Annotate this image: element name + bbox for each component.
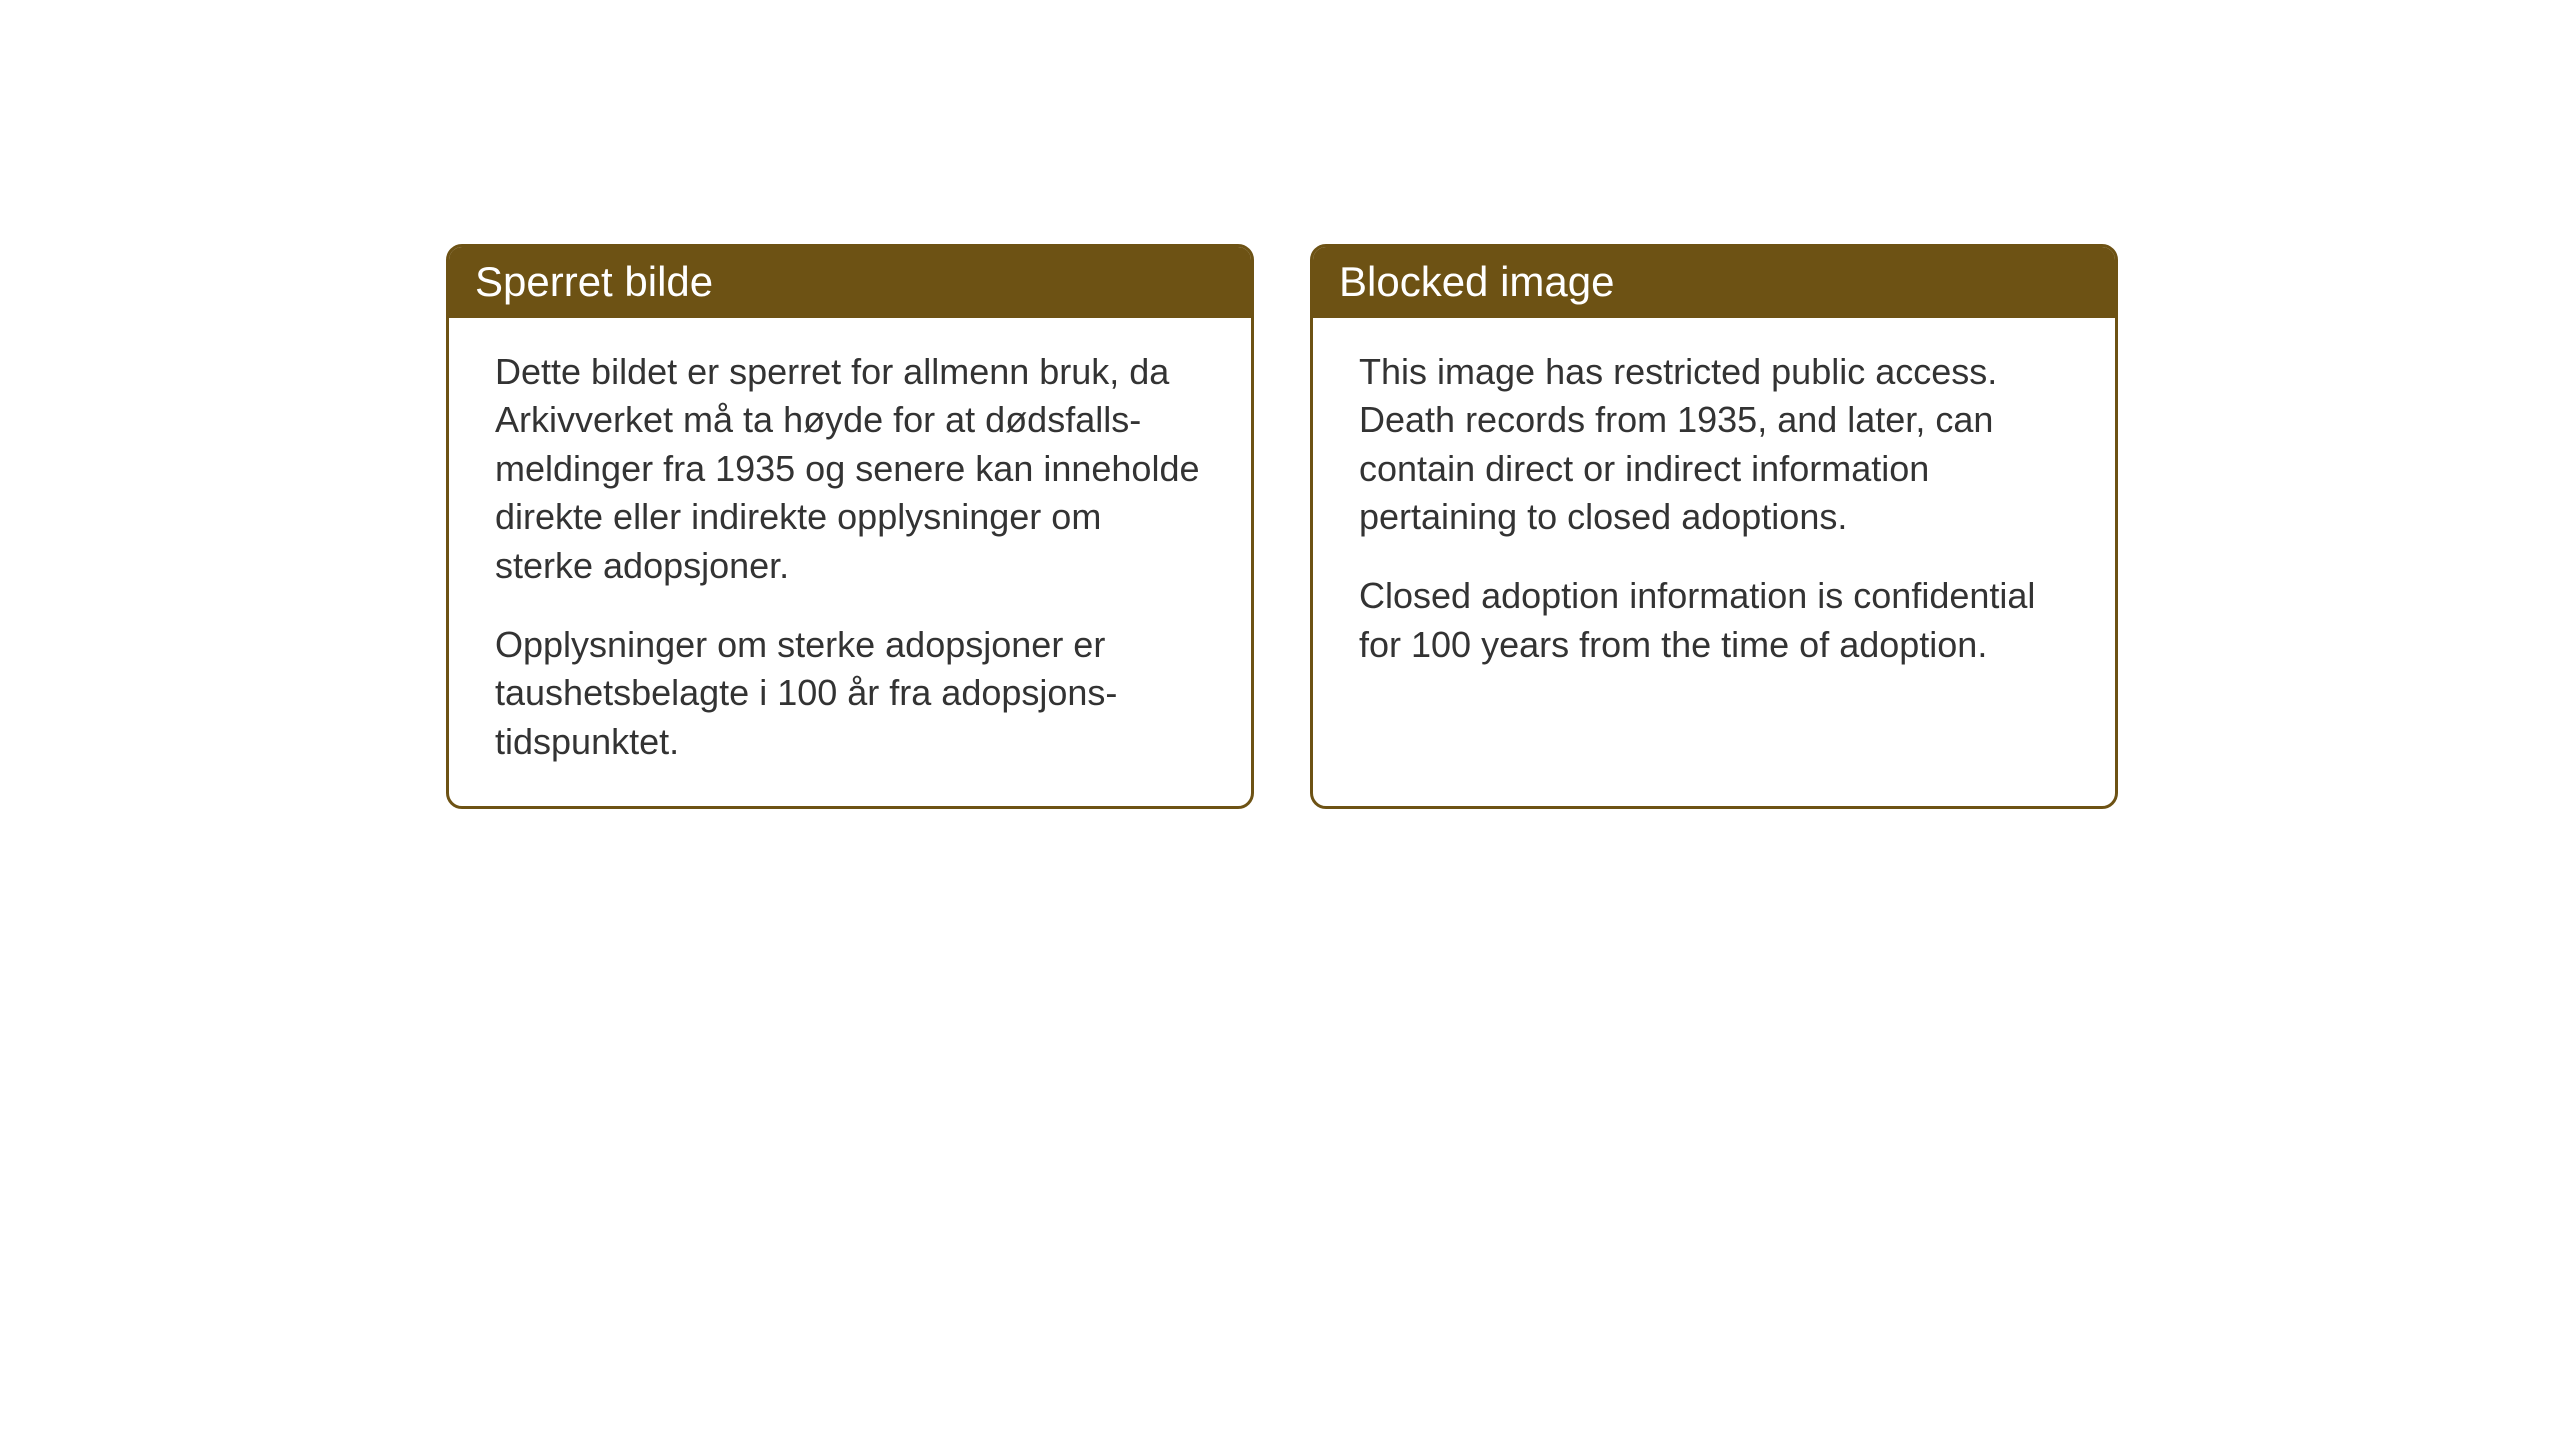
card-paragraph: Dette bildet er sperret for allmenn bruk… — [495, 348, 1205, 591]
card-paragraph: This image has restricted public access.… — [1359, 348, 2069, 542]
notice-card-norwegian: Sperret bilde Dette bildet er sperret fo… — [446, 244, 1254, 809]
card-body-norwegian: Dette bildet er sperret for allmenn bruk… — [449, 318, 1251, 807]
card-paragraph: Opplysninger om sterke adopsjoner er tau… — [495, 621, 1205, 767]
card-body-english: This image has restricted public access.… — [1313, 318, 2115, 710]
notice-card-english: Blocked image This image has restricted … — [1310, 244, 2118, 809]
notice-container: Sperret bilde Dette bildet er sperret fo… — [446, 244, 2118, 809]
card-header-english: Blocked image — [1313, 247, 2115, 318]
card-header-norwegian: Sperret bilde — [449, 247, 1251, 318]
card-paragraph: Closed adoption information is confident… — [1359, 572, 2069, 669]
